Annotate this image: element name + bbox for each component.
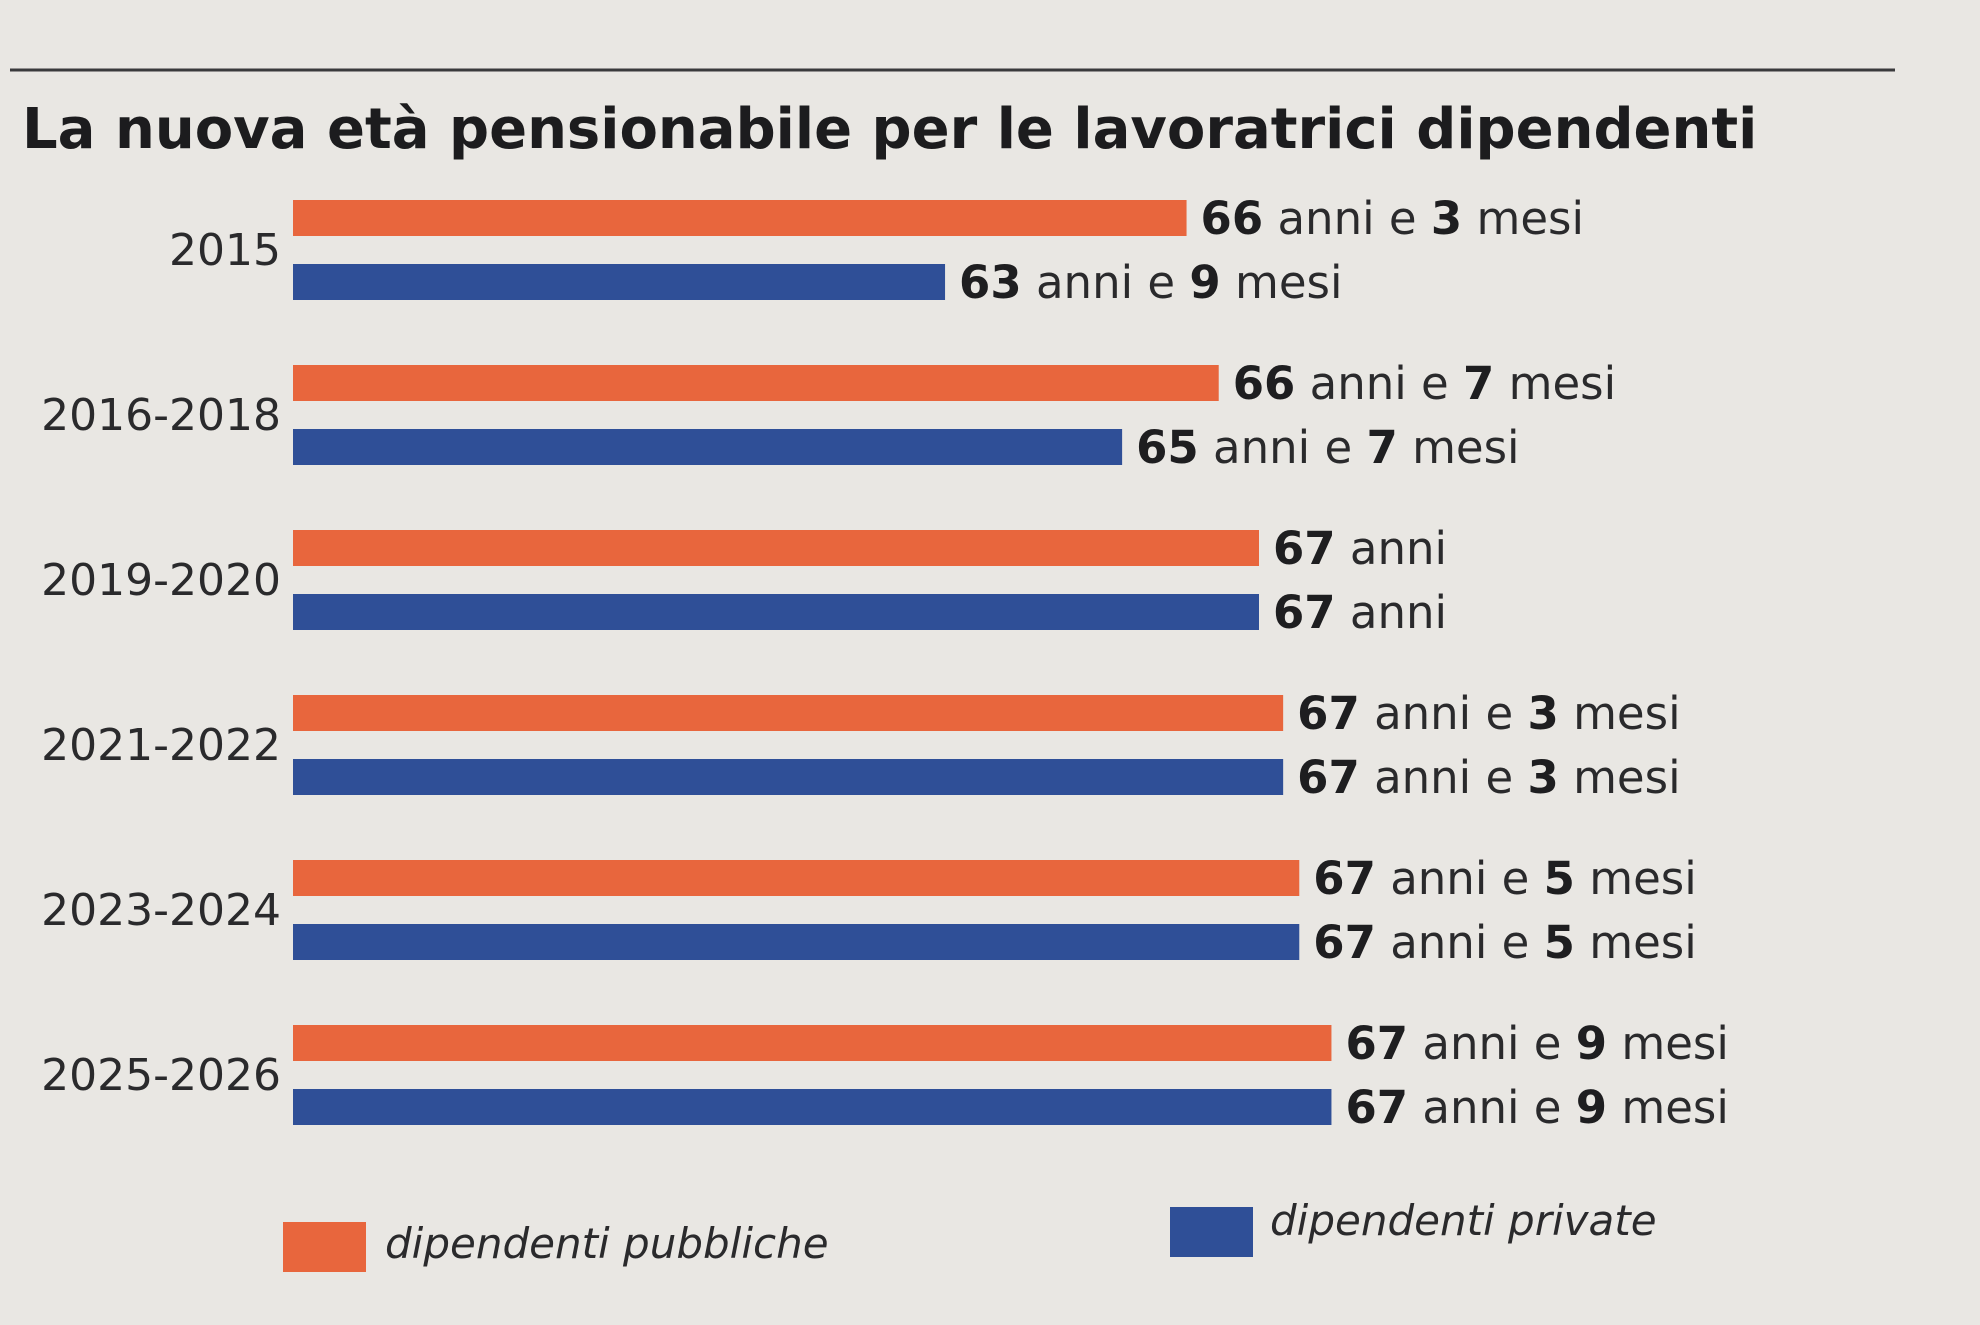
bar-pubbliche-2021-2022 <box>293 695 1284 731</box>
bars-group: 66 anni e 3 mesi 63 anni e 9 mesi 2015 66 a… <box>41 192 1729 1134</box>
data-label-pubbliche-2023-2024: 67 anni e 5 mesi <box>1313 852 1696 905</box>
data-label-private-2023-2024: 67 anni e 5 mesi <box>1313 916 1696 969</box>
bar-pubbliche-2023-2024 <box>293 860 1300 896</box>
bar-private-2021-2022 <box>293 759 1284 795</box>
bar-private-2016-2018 <box>293 429 1123 465</box>
category-label-2021-2022: 2021-2022 <box>41 720 281 771</box>
category-label-2023-2024: 2023-2024 <box>41 885 281 936</box>
data-label-pubbliche-2025-2026: 67 anni e 9 mesi <box>1345 1017 1728 1070</box>
data-label-pubbliche-2015: 66 anni e 3 mesi <box>1201 192 1584 245</box>
data-label-private-2016-2018: 65 anni e 7 mesi <box>1136 421 1519 474</box>
legend-label-private: dipendenti private <box>1270 1196 1657 1245</box>
category-label-2019-2020: 2019-2020 <box>41 555 281 606</box>
data-label-private-2015: 63 anni e 9 mesi <box>959 256 1342 309</box>
chart-title: La nuova età pensionabile per le lavorat… <box>22 97 1757 162</box>
legend-swatch-private <box>1170 1207 1253 1257</box>
data-label-pubbliche-2016-2018: 66 anni e 7 mesi <box>1233 357 1616 410</box>
bar-pubbliche-2015 <box>293 200 1187 236</box>
category-label-2015: 2015 <box>169 225 281 276</box>
data-label-private-2021-2022: 67 anni e 3 mesi <box>1297 751 1680 804</box>
category-label-2016-2018: 2016-2018 <box>41 390 281 441</box>
bar-pubbliche-2025-2026 <box>293 1025 1332 1061</box>
bar-private-2023-2024 <box>293 924 1300 960</box>
bar-private-2015 <box>293 264 946 300</box>
legend: dipendenti pubbliche dipendenti private <box>283 1196 1657 1272</box>
bar-private-2025-2026 <box>293 1089 1332 1125</box>
legend-label-pubbliche: dipendenti pubbliche <box>385 1219 829 1268</box>
data-label-pubbliche-2021-2022: 67 anni e 3 mesi <box>1297 687 1680 740</box>
bar-pubbliche-2019-2020 <box>293 530 1259 566</box>
legend-swatch-pubbliche <box>283 1222 366 1272</box>
category-label-2025-2026: 2025-2026 <box>41 1050 281 1101</box>
bar-pubbliche-2016-2018 <box>293 365 1219 401</box>
data-label-private-2025-2026: 67 anni e 9 mesi <box>1345 1081 1728 1134</box>
bar-private-2019-2020 <box>293 594 1259 630</box>
data-label-pubbliche-2019-2020: 67 anni <box>1273 522 1447 575</box>
data-label-private-2019-2020: 67 anni <box>1273 586 1447 639</box>
